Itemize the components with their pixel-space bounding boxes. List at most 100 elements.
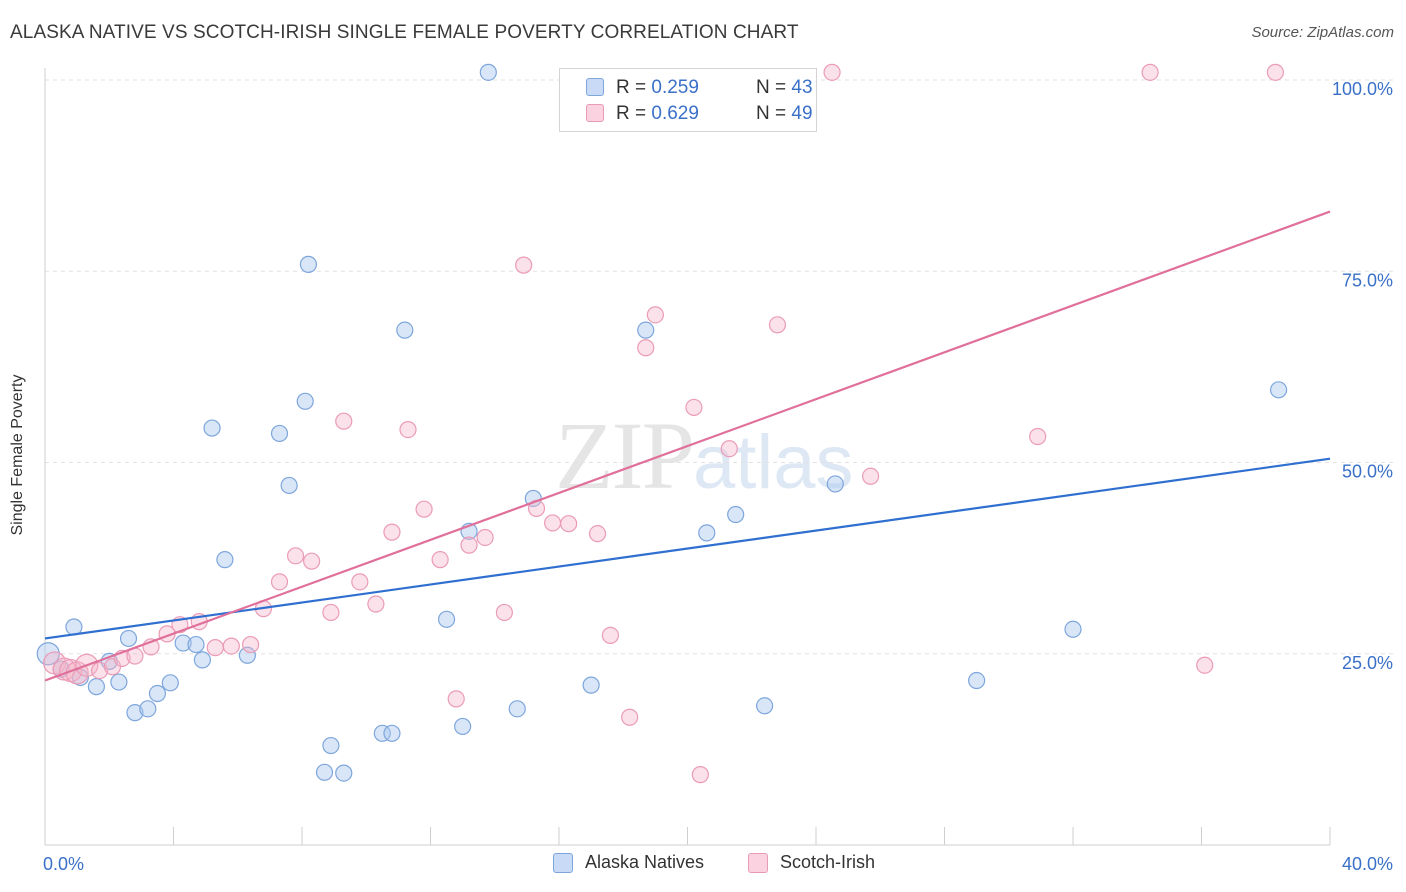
alaska-natives-point: [755, 697, 774, 715]
watermark-zip: ZIP: [555, 402, 695, 509]
alaska-natives-point: [238, 646, 256, 664]
alaska-natives-point: [508, 700, 526, 718]
scotch-irish-point: [383, 523, 401, 541]
scotch-irish-point: [351, 573, 369, 591]
alaska-natives-point: [1064, 620, 1082, 638]
n-value: 49: [791, 103, 813, 124]
scotch-irish-point: [91, 661, 109, 680]
scotch-irish-point: [415, 500, 433, 518]
alaska-natives-point: [280, 476, 298, 495]
legend-label: Scotch-Irish: [780, 852, 876, 872]
scotch-irish-swatch: [748, 853, 768, 873]
alaska-natives-point: [148, 684, 167, 703]
alaska-natives-point: [126, 704, 144, 722]
alaska-natives-point: [216, 551, 234, 569]
alaska-natives-points: [36, 63, 1288, 782]
scotch-irish-point: [242, 635, 260, 654]
alaska-natives-swatch: [586, 78, 604, 96]
alaska-natives-point: [119, 629, 138, 648]
scotch-irish-point: [1196, 656, 1214, 674]
scotch-irish-point: [588, 525, 607, 543]
scotch-irish-point: [335, 412, 353, 430]
x-tick-label: 40.0%: [1342, 854, 1393, 874]
alaska-natives-point: [373, 724, 391, 742]
alaska-natives-point: [139, 700, 157, 718]
gridlines: [45, 79, 1395, 655]
scotch-irish-points: [43, 63, 1284, 784]
scotch-irish-point: [1029, 427, 1047, 446]
scotch-irish-point: [601, 626, 620, 644]
scotch-irish-point: [447, 690, 465, 708]
alaska-natives-point: [383, 724, 401, 742]
alaska-natives-point: [727, 505, 745, 524]
scotch-irish-point: [685, 398, 703, 417]
n-label: N =: [756, 103, 787, 124]
alaska-natives-point: [296, 392, 314, 410]
scotch-irish-point: [691, 766, 709, 784]
alaska-natives-point: [322, 736, 340, 755]
alaska-natives-point: [270, 424, 289, 443]
scotch-irish-point: [322, 603, 340, 622]
scotch-irish-point: [476, 528, 494, 547]
alaska-natives-point: [193, 651, 212, 669]
alaska-natives-point: [454, 717, 472, 736]
scotch-irish-point: [431, 551, 449, 569]
chart-title: ALASKA NATIVE VS SCOTCH-IRISH SINGLE FEM…: [10, 22, 799, 43]
trend-lines: [44, 210, 1331, 682]
alaska-natives-point: [203, 419, 221, 437]
y-tick-label: 25.0%: [1342, 653, 1393, 673]
scotch-irish-point: [621, 708, 639, 726]
scotch-irish-point: [270, 573, 289, 591]
scotch-irish-point: [206, 639, 224, 657]
alaska-natives-point: [161, 674, 179, 692]
scotch-irish-point: [1266, 63, 1284, 81]
scotch-irish-point: [460, 536, 478, 554]
y-tick-label: 100.0%: [1332, 79, 1393, 99]
alaska-natives-point: [1269, 381, 1288, 399]
r-label: R =: [616, 103, 647, 124]
correlation-legend: R = 0.259 N = 43 R = 0.629 N = 49: [559, 68, 817, 132]
alaska-natives-point: [87, 678, 106, 696]
alaska-natives-point: [335, 764, 353, 782]
alaska-natives-point: [110, 673, 128, 691]
scotch-irish-point: [495, 603, 513, 622]
source-label: Source: ZipAtlas.com: [1251, 24, 1394, 41]
scotch-irish-point: [303, 552, 321, 570]
tick-labels: 25.0% 50.0% 75.0% 100.0% 0.0% 40.0%: [43, 79, 1393, 874]
scotch-irish-point: [286, 547, 305, 565]
r-value: 0.259: [651, 77, 699, 98]
alaska-natives-trend-line: [44, 457, 1331, 640]
scotch-irish-point: [222, 637, 240, 655]
scotch-irish-swatch: [586, 104, 604, 122]
scotch-irish-point: [560, 515, 578, 533]
scotch-irish-point: [399, 421, 417, 439]
alaska-natives-point: [826, 475, 844, 493]
alaska-natives-point: [299, 255, 318, 273]
scotch-irish-point: [862, 467, 880, 485]
alaska-natives-point: [187, 635, 205, 654]
x-tick-label: 0.0%: [43, 854, 84, 874]
legend-label: Alaska Natives: [585, 852, 705, 872]
y-axis-label: Single Female Poverty: [9, 374, 26, 536]
alaska-natives-point: [968, 671, 986, 690]
scotch-irish-point: [367, 595, 385, 613]
scotch-irish-point: [646, 306, 664, 324]
scotch-irish-trend-line: [44, 210, 1331, 682]
axes: [44, 68, 1331, 846]
scotch-irish-point: [515, 256, 533, 274]
alaska-natives-swatch: [553, 853, 573, 873]
alaska-natives-point: [582, 676, 600, 694]
y-tick-label: 75.0%: [1342, 270, 1393, 290]
scotch-irish-point: [768, 316, 787, 334]
alaska-natives-point: [637, 321, 655, 339]
n-value: 43: [791, 77, 813, 98]
y-tick-label: 50.0%: [1342, 462, 1393, 482]
scotch-irish-point: [720, 440, 738, 458]
alaska-natives-point: [174, 634, 192, 652]
alaska-natives-point: [698, 524, 716, 542]
n-label: N =: [756, 77, 787, 98]
alaska-natives-point: [479, 63, 497, 81]
r-value: 0.629: [651, 103, 699, 124]
scotch-irish-point: [543, 514, 562, 532]
